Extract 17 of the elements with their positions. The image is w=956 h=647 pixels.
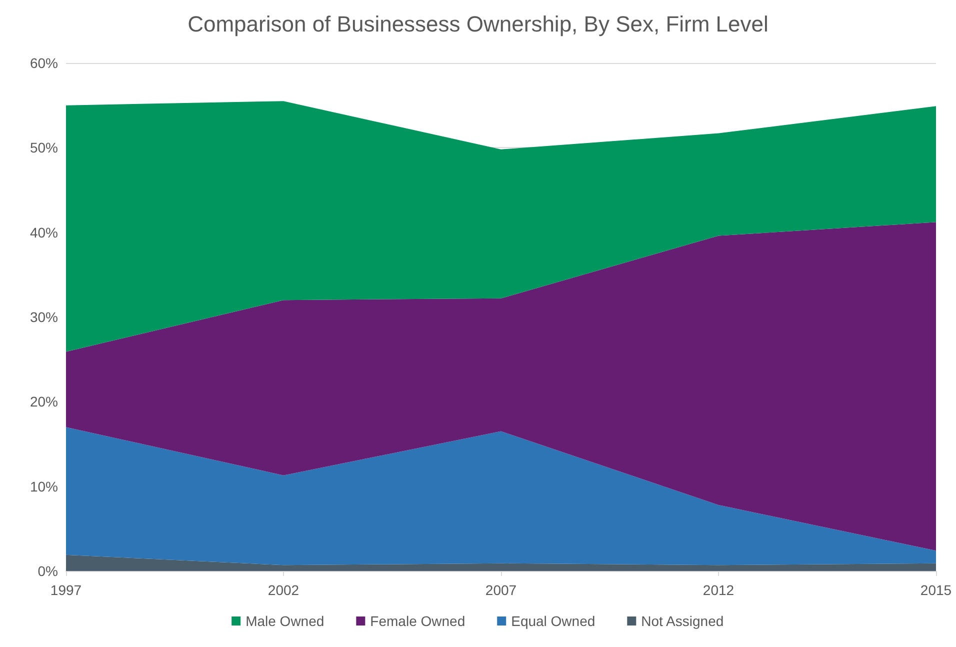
x-tick-label: 2015 — [920, 582, 952, 598]
x-tick-label: 2012 — [702, 582, 734, 598]
y-tick-label: 10% — [30, 478, 58, 494]
x-tick-label: 1997 — [50, 582, 82, 598]
legend-label: Equal Owned — [511, 613, 596, 629]
y-tick-label: 40% — [30, 224, 58, 240]
legend-label: Male Owned — [246, 613, 324, 629]
x-tick-label: 2002 — [268, 582, 300, 598]
y-tick-label: 20% — [30, 394, 58, 410]
chart-title: Comparison of Businessess Ownership, By Sex, Firm Level — [188, 12, 768, 36]
y-tick-label: 30% — [30, 309, 58, 325]
legend-label: Not Assigned — [641, 613, 724, 629]
y-tick-label: 50% — [30, 140, 58, 156]
y-tick-label: 0% — [38, 563, 58, 579]
legend-label: Female Owned — [370, 613, 466, 629]
y-tick-label: 60% — [30, 55, 58, 71]
x-tick-label: 2007 — [485, 582, 517, 598]
